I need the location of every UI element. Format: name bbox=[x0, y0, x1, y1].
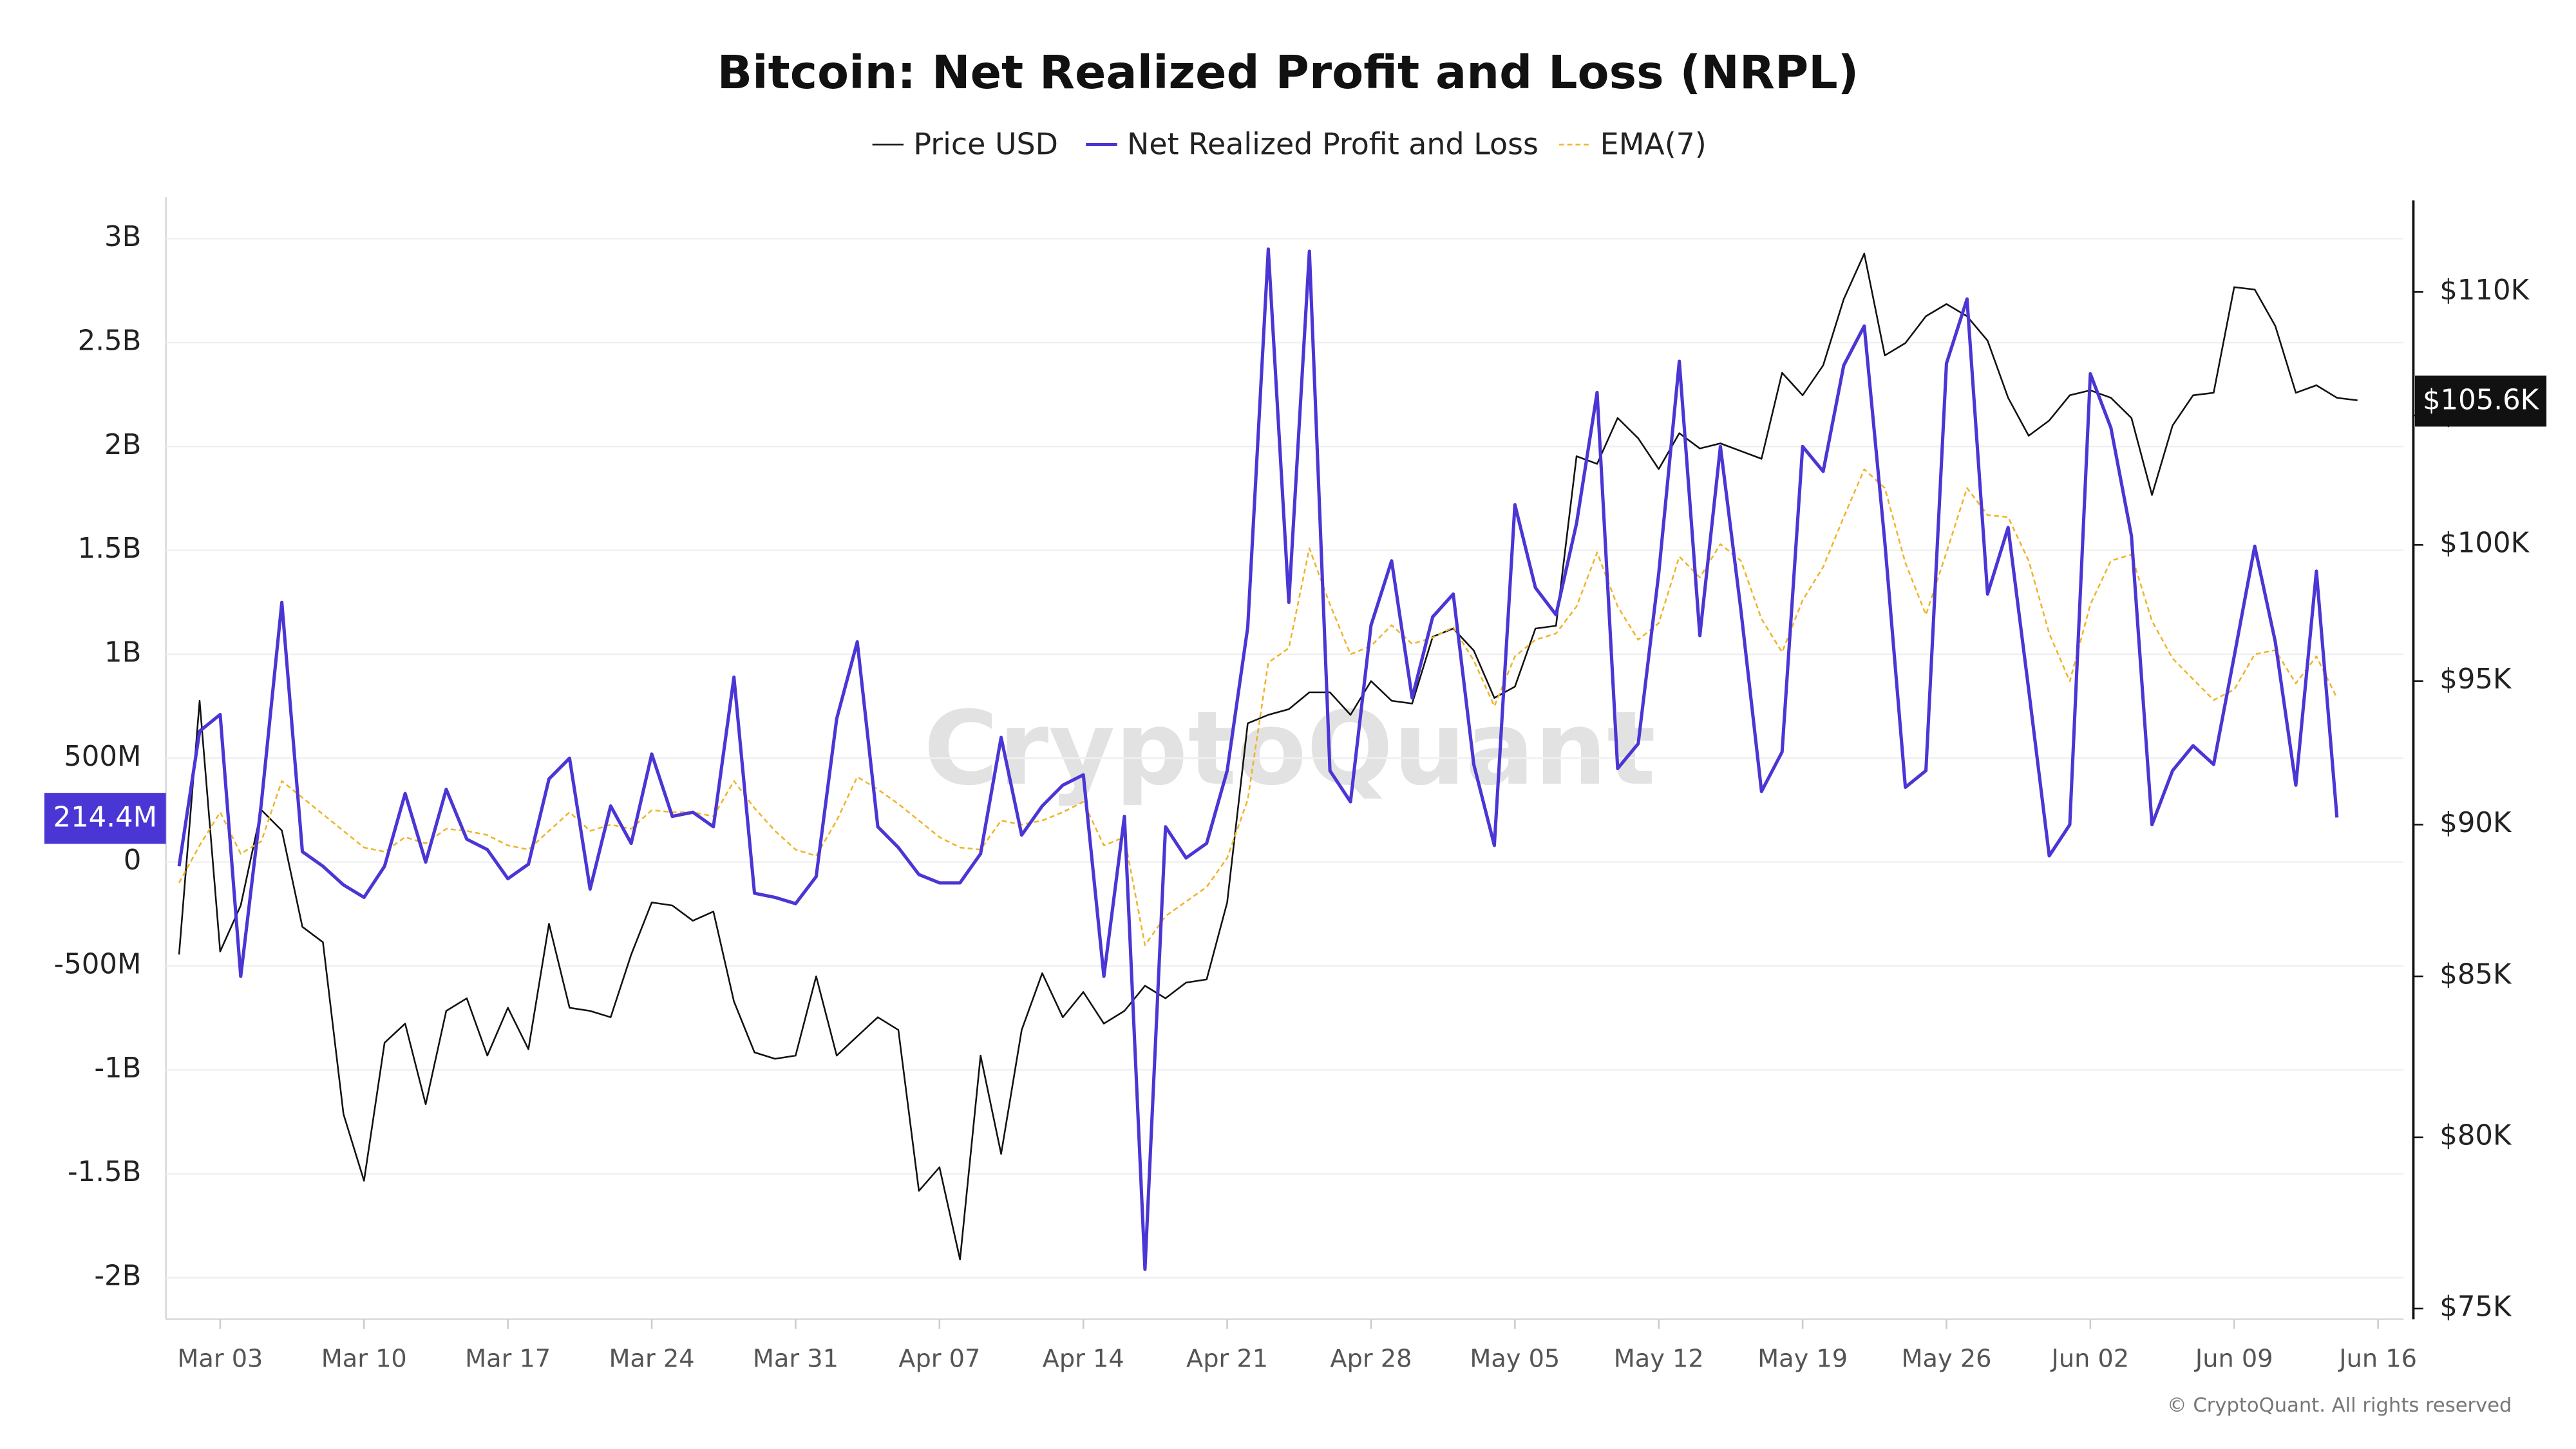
y-tick-label: 1.5B bbox=[78, 533, 142, 565]
series-line bbox=[178, 468, 2338, 946]
series-line bbox=[178, 252, 2358, 1260]
x-tick-label: May 05 bbox=[1470, 1345, 1560, 1374]
x-tick-label: May 19 bbox=[1757, 1345, 1848, 1374]
value-badge-label: 214.4M bbox=[53, 801, 157, 833]
chart-title: Bitcoin: Net Realized Profit and Loss (N… bbox=[717, 46, 1859, 99]
y-tick-label: 500M bbox=[64, 741, 141, 773]
y-tick-label: -2B bbox=[94, 1260, 141, 1292]
y-tick-label: 1B bbox=[104, 636, 141, 668]
x-tick-label: Mar 31 bbox=[753, 1345, 838, 1374]
y2-tick-label: $100K bbox=[2439, 527, 2530, 560]
x-tick-label: May 26 bbox=[1902, 1345, 1992, 1374]
y-tick-label: 3B bbox=[104, 221, 141, 253]
x-tick-label: Jun 02 bbox=[2050, 1345, 2130, 1374]
y-tick-label: 0 bbox=[124, 844, 142, 876]
value-badge bbox=[2415, 375, 2547, 427]
legend-label: Price USD bbox=[913, 127, 1058, 162]
x-tick-label: Apr 14 bbox=[1043, 1345, 1124, 1374]
y2-tick-label: $110K bbox=[2439, 274, 2530, 307]
y2-tick-label: $85K bbox=[2439, 959, 2512, 991]
y-tick-label: -1.5B bbox=[68, 1156, 141, 1188]
legend-label: Net Realized Profit and Loss bbox=[1127, 127, 1539, 162]
y2-tick-label: $95K bbox=[2439, 663, 2512, 696]
x-tick-label: Apr 07 bbox=[898, 1345, 980, 1374]
y2-tick-label: $90K bbox=[2439, 807, 2512, 839]
x-tick-label: Apr 28 bbox=[1330, 1345, 1412, 1374]
x-tick-label: Mar 03 bbox=[177, 1345, 263, 1374]
footer: © CryptoQuant. All rights reserved bbox=[2167, 1394, 2512, 1417]
x-tick-label: Jun 16 bbox=[2338, 1345, 2417, 1374]
y2-tick-label: $80K bbox=[2439, 1119, 2512, 1151]
y-tick-label: -500M bbox=[54, 948, 142, 980]
x-tick-label: Jun 09 bbox=[2194, 1345, 2273, 1374]
y-tick-label: -1B bbox=[94, 1052, 141, 1084]
y-tick-label: 2B bbox=[104, 429, 141, 461]
y2-tick-label: $75K bbox=[2439, 1291, 2512, 1323]
watermark: CryptoQuant bbox=[923, 690, 1656, 808]
value-badge bbox=[44, 793, 166, 844]
y-tick-label: 2.5B bbox=[78, 325, 142, 357]
x-tick-label: May 12 bbox=[1614, 1345, 1704, 1374]
x-tick-label: Mar 24 bbox=[609, 1345, 695, 1374]
value-badge-label: $105.6K bbox=[2423, 384, 2540, 417]
x-tick-label: Mar 10 bbox=[321, 1345, 407, 1374]
series-line bbox=[177, 247, 2339, 1271]
legend-label: EMA(7) bbox=[1600, 127, 1707, 162]
x-tick-label: Mar 17 bbox=[465, 1345, 551, 1374]
x-tick-label: Apr 21 bbox=[1186, 1345, 1268, 1374]
